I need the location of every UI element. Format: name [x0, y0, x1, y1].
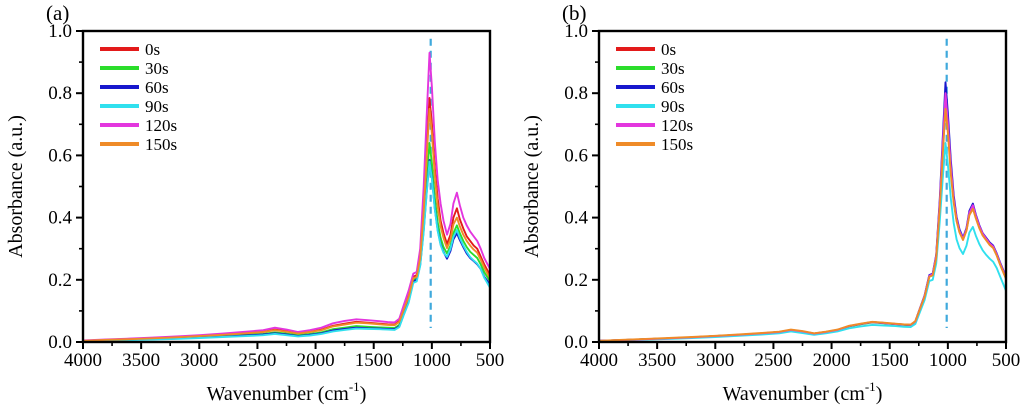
legend-label-150s: 150s	[661, 135, 693, 154]
legend-item-60s: 60s	[100, 78, 169, 97]
x-tick-label: 3000	[180, 350, 218, 371]
y-axis-label: Absorbance (a.u.)	[521, 115, 543, 258]
y-tick-label: 0.0	[48, 332, 72, 353]
y-tick-label: 1.0	[48, 21, 72, 42]
x-tick-label: 4000	[580, 350, 618, 371]
legend-item-30s: 30s	[616, 59, 685, 78]
x-axis: 4000 3500 3000 2500 2000 1500 1000 500	[580, 342, 1020, 371]
legend-item-90s: 90s	[100, 97, 169, 116]
legend-item-30s: 30s	[100, 59, 169, 78]
legend-label-60s: 60s	[145, 78, 169, 97]
y-tick-label: 1.0	[564, 21, 588, 42]
x-tick-label: 1500	[355, 350, 393, 371]
legend-item-0s: 0s	[100, 40, 160, 59]
x-tick-label: 500	[476, 350, 505, 371]
legend-item-150s: 150s	[100, 135, 177, 154]
y-tick-label: 0.6	[564, 145, 588, 166]
legend-item-120s: 120s	[616, 116, 693, 135]
x-tick-label: 4000	[64, 350, 102, 371]
x-axis-label: Wavenumber (cm-1)	[207, 379, 367, 405]
x-tick-label: 3000	[696, 350, 734, 371]
legend-label-90s: 90s	[145, 97, 169, 116]
x-tick-label: 1000	[929, 350, 967, 371]
series-line-90s	[599, 142, 1006, 342]
legend-item-90s: 90s	[616, 97, 685, 116]
y-axis: 0.0 0.2 0.4 0.6 0.8 1.0	[564, 21, 599, 353]
x-tick-label: 3500	[638, 350, 676, 371]
y-tick-label: 0.6	[48, 145, 72, 166]
panel-b: 4000 3500 3000 2500 2000 1500 1000 500 0.0 0.2 0.4…	[516, 0, 1032, 419]
legend-item-0s: 0s	[616, 40, 676, 59]
y-axis: 0.0 0.2 0.4 0.6 0.8 1.0	[48, 21, 83, 353]
series-line-60s	[83, 159, 490, 342]
x-tick-label: 2000	[297, 350, 335, 371]
y-tick-label: 0.8	[48, 83, 72, 104]
y-tick-label: 0.2	[564, 270, 588, 291]
series-line-150s	[83, 107, 490, 342]
x-axis-label: Wavenumber (cm-1)	[723, 379, 883, 405]
series-group	[83, 51, 490, 342]
x-tick-label: 500	[992, 350, 1021, 371]
x-axis: 4000 3500 3000 2500 2000 1500 1000 500	[64, 342, 504, 371]
x-tick-label: 1500	[871, 350, 909, 371]
y-tick-label: 0.0	[564, 332, 588, 353]
panel-a: 4000 3500 3000 2500 2000 1500 1000 500 0.0 0.2 0.4…	[5, 1, 504, 405]
legend-label-0s: 0s	[145, 40, 160, 59]
legend-label-30s: 30s	[145, 59, 169, 78]
legend-label-90s: 90s	[661, 97, 685, 116]
y-tick-label: 0.4	[564, 208, 588, 229]
x-tick-label: 1000	[413, 350, 451, 371]
legend-item-60s: 60s	[616, 78, 685, 97]
x-tick-label: 2500	[238, 350, 276, 371]
panel-label: (b)	[562, 1, 587, 25]
series-line-90s	[83, 160, 490, 342]
legend-label-120s: 120s	[145, 116, 177, 135]
series-line-150s	[599, 107, 1006, 342]
panel-label: (a)	[46, 1, 69, 25]
series-group	[599, 81, 1006, 342]
series-line-120s	[83, 51, 490, 342]
legend-label-0s: 0s	[661, 40, 676, 59]
y-tick-label: 0.8	[564, 83, 588, 104]
legend-label-60s: 60s	[661, 78, 685, 97]
x-tick-label: 2500	[754, 350, 792, 371]
spectra-plot: 4000 3500 3000 2500 2000 1500 1000 500 0.0 0.2 0.4…	[521, 1, 1020, 405]
y-tick-label: 0.2	[48, 270, 72, 291]
spectra-plot: 4000 3500 3000 2500 2000 1500 1000 500 0.0 0.2 0.4…	[5, 1, 504, 405]
legend-item-150s: 150s	[616, 135, 693, 154]
x-tick-label: 2000	[813, 350, 851, 371]
legend-label-150s: 150s	[145, 135, 177, 154]
legend-label-30s: 30s	[661, 59, 685, 78]
x-tick-label: 3500	[122, 350, 160, 371]
legend-item-120s: 120s	[100, 116, 177, 135]
y-axis-label: Absorbance (a.u.)	[5, 115, 27, 258]
y-tick-label: 0.4	[48, 208, 72, 229]
legend-label-120s: 120s	[661, 116, 693, 135]
